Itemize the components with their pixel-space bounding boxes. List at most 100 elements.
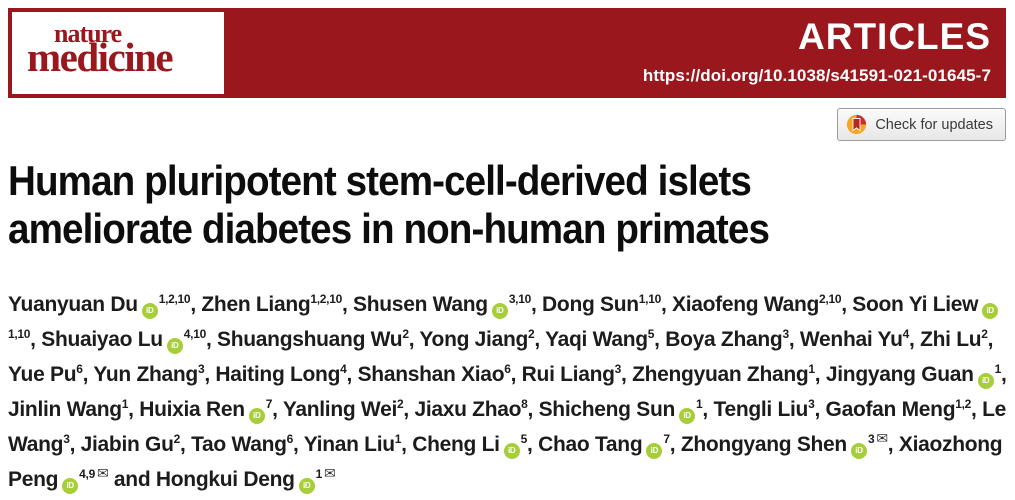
affiliation-superscript: 4 xyxy=(340,362,347,376)
orcid-icon[interactable]: iD xyxy=(166,338,183,354)
email-icon[interactable]: ✉ xyxy=(324,465,336,481)
author-separator: , xyxy=(293,433,304,456)
orcid-icon[interactable]: iD xyxy=(850,443,867,459)
affiliation-superscript: 3 xyxy=(867,432,875,446)
author-separator: , xyxy=(82,363,94,386)
author-name: Gaofan Meng1,2 xyxy=(825,397,972,421)
affiliation-superscript: 2 xyxy=(396,397,404,411)
author-separator: , xyxy=(408,328,420,351)
affiliation-superscript: 3 xyxy=(808,397,815,411)
author-separator: , xyxy=(841,293,853,316)
author-separator: , xyxy=(621,363,633,386)
affiliation-superscript: 1 xyxy=(315,467,323,481)
author-name: Boya Zhang3 xyxy=(665,327,789,351)
journal-logo-line2: medicine xyxy=(27,34,174,80)
affiliation-superscript: 1,10 xyxy=(638,292,661,306)
author-name: Yuanyuan Du iD1,2,10 xyxy=(8,293,191,319)
affiliation-superscript: 7 xyxy=(663,432,670,446)
author-separator: , xyxy=(702,398,714,421)
author-separator: , xyxy=(180,433,192,456)
author-separator: and xyxy=(108,468,156,491)
affiliation-superscript: 3,10 xyxy=(508,292,531,306)
author-separator: , xyxy=(987,328,994,351)
author-name: Yinan Liu1 xyxy=(303,432,402,456)
article-title-line2: ameliorate diabetes in non-human primate… xyxy=(8,205,770,252)
article-title: Human pluripotent stem-cell-derived isle… xyxy=(8,157,1015,253)
affiliation-superscript: 1 xyxy=(808,362,815,376)
author-separator: , xyxy=(272,398,283,421)
author-separator: , xyxy=(971,398,983,421)
orcid-icon[interactable]: iD xyxy=(298,478,315,494)
affiliation-superscript: 2,10 xyxy=(819,292,842,306)
author-separator: , xyxy=(530,293,543,316)
affiliation-superscript: 4 xyxy=(902,327,910,341)
author-name: Jingyang Guan iD1 xyxy=(826,363,1001,389)
orcid-icon[interactable]: iD xyxy=(248,408,265,424)
affiliation-superscript: 2 xyxy=(528,327,535,341)
author-name: Dong Sun1,10 xyxy=(542,292,661,316)
check-for-updates-label: Check for updates xyxy=(875,116,993,133)
author-name: Jiabin Gu2 xyxy=(80,432,181,456)
affiliation-superscript: 8 xyxy=(521,397,528,411)
orcid-icon[interactable]: iD xyxy=(141,303,158,319)
author-name: Zhengyuan Zhang1 xyxy=(632,362,815,386)
orcid-icon[interactable]: iD xyxy=(679,408,696,424)
affiliation-superscript: 2 xyxy=(402,327,409,341)
author-list: Yuanyuan Du iD1,2,10, Zhen Liang1,2,10, S… xyxy=(8,287,1010,497)
author-name: Tao Wang6 xyxy=(191,432,294,456)
affiliation-superscript: 2 xyxy=(981,327,988,341)
author-separator: , xyxy=(205,328,218,351)
email-icon[interactable]: ✉ xyxy=(96,465,109,481)
author-separator: , xyxy=(510,363,522,386)
orcid-icon[interactable]: iD xyxy=(503,443,520,459)
author-separator: , xyxy=(527,433,539,456)
author-separator: , xyxy=(788,328,800,351)
affiliation-superscript: 1 xyxy=(394,432,402,446)
author-name: Jiaxu Zhao8 xyxy=(414,397,528,421)
author-name: Shusen Wang iD3,10 xyxy=(353,292,531,319)
affiliation-superscript: 3 xyxy=(614,362,622,376)
orcid-icon[interactable]: iD xyxy=(62,478,79,494)
author-name: Zhen Liang1,2,10 xyxy=(201,292,342,316)
journal-logo-line1: nature xyxy=(54,19,122,48)
author-separator: , xyxy=(1001,363,1007,386)
author-separator: , xyxy=(814,398,826,421)
author-name: Tengli Liu3 xyxy=(713,397,815,421)
orcid-icon[interactable]: iD xyxy=(982,303,999,319)
orcid-icon[interactable]: iD xyxy=(646,443,663,459)
affiliation-superscript: 1,10 xyxy=(8,327,31,341)
author-separator: , xyxy=(346,363,358,386)
author-name: Xiaofeng Wang2,10 xyxy=(672,292,842,316)
affiliation-superscript: 1 xyxy=(121,397,129,411)
affiliation-superscript: 3 xyxy=(63,432,70,446)
author-separator: , xyxy=(527,398,539,421)
affiliation-superscript: 1,2,10 xyxy=(310,292,342,306)
author-name: Shuaiyao Lu iD4,10 xyxy=(41,328,206,354)
author-name: Wenhai Yu4 xyxy=(799,327,910,351)
email-icon[interactable]: ✉ xyxy=(876,430,888,446)
author-separator: , xyxy=(654,328,666,351)
affiliation-superscript: 7 xyxy=(265,397,273,411)
affiliation-superscript: 6 xyxy=(76,362,83,376)
author-separator: , xyxy=(401,433,413,456)
author-name: Xiaozhong Peng iD4,9 ✉ xyxy=(8,433,1003,494)
author-separator: , xyxy=(660,293,673,316)
author-separator: , xyxy=(403,398,415,421)
affiliation-superscript: 2 xyxy=(173,432,181,446)
check-for-updates-button[interactable]: Check for updates xyxy=(837,108,1006,141)
section-label: ARTICLES xyxy=(798,16,991,57)
author-name: Chao Tang iD7 xyxy=(538,432,670,459)
author-name: Cheng Li iD5 xyxy=(412,433,527,459)
orcid-icon[interactable]: iD xyxy=(491,303,508,319)
journal-banner: nature medicine ARTICLES https://doi.org… xyxy=(8,8,1006,98)
author-separator: , xyxy=(204,363,216,386)
doi-link[interactable]: https://doi.org/10.1038/s41591-021-01645… xyxy=(642,66,991,85)
author-separator: , xyxy=(909,328,921,351)
author-name: Yun Zhang3 xyxy=(93,362,205,386)
author-separator: , xyxy=(30,328,42,351)
affiliation-superscript: 3 xyxy=(782,327,789,341)
author-name: Haiting Long4 xyxy=(215,362,347,386)
author-separator: , xyxy=(887,433,899,456)
affiliation-superscript: 4,9 xyxy=(79,467,95,481)
orcid-icon[interactable]: iD xyxy=(977,373,994,389)
